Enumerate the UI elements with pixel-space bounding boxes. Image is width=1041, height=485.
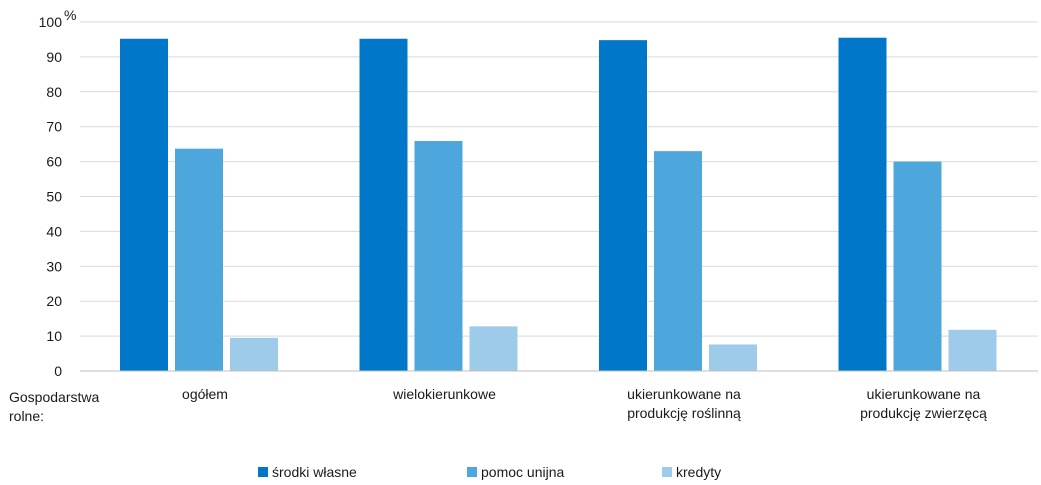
legend-swatch (258, 467, 268, 477)
bar (709, 344, 757, 371)
legend-label: środki własne (272, 464, 357, 480)
y-tick-label: 40 (46, 223, 62, 239)
y-tick-label: 80 (46, 84, 62, 100)
bar (120, 38, 168, 371)
bar (893, 161, 942, 371)
y-tick-label: 50 (46, 189, 62, 205)
bar (175, 148, 223, 371)
bar (469, 326, 518, 371)
legend: środki własne pomoc unijna kredyty (258, 464, 721, 480)
x-tick-label: ogółem (182, 386, 228, 402)
x-axis: ogółem wielokierunkowe ukierunkowane na pro… (9, 370, 1038, 424)
bar (654, 151, 702, 371)
bar (414, 141, 463, 371)
legend-label: pomoc unijna (481, 464, 564, 480)
legend-swatch (467, 467, 477, 477)
y-tick-label: 30 (46, 258, 62, 274)
y-unit-label: % (64, 7, 76, 23)
y-tick-label: 20 (46, 293, 62, 309)
x-tick-label: ukierunkowane na produkcję zwierzęcą (860, 386, 987, 421)
legend-swatch (662, 467, 672, 477)
x-axis-title: Gospodarstwa rolne: (9, 389, 99, 424)
x-tick-label: wielokierunkowe (392, 386, 496, 402)
y-tick-label: 60 (46, 154, 62, 170)
y-axis: 0 10 20 30 40 50 60 70 80 90 100% (39, 7, 77, 379)
x-tick-label: ukierunkowane na produkcję roślinną (627, 386, 741, 421)
y-tick-label: 100 (39, 14, 63, 30)
bars (120, 37, 997, 371)
bar (948, 329, 997, 371)
y-tick-label: 10 (46, 328, 62, 344)
y-tick-label: 90 (46, 49, 62, 65)
bar (838, 37, 887, 371)
bar (230, 337, 278, 371)
gridlines (80, 21, 1038, 337)
y-tick-label: 70 (46, 119, 62, 135)
legend-label: kredyty (676, 464, 721, 480)
bar (599, 40, 647, 371)
bar (359, 38, 408, 371)
y-tick-label: 0 (54, 363, 62, 379)
